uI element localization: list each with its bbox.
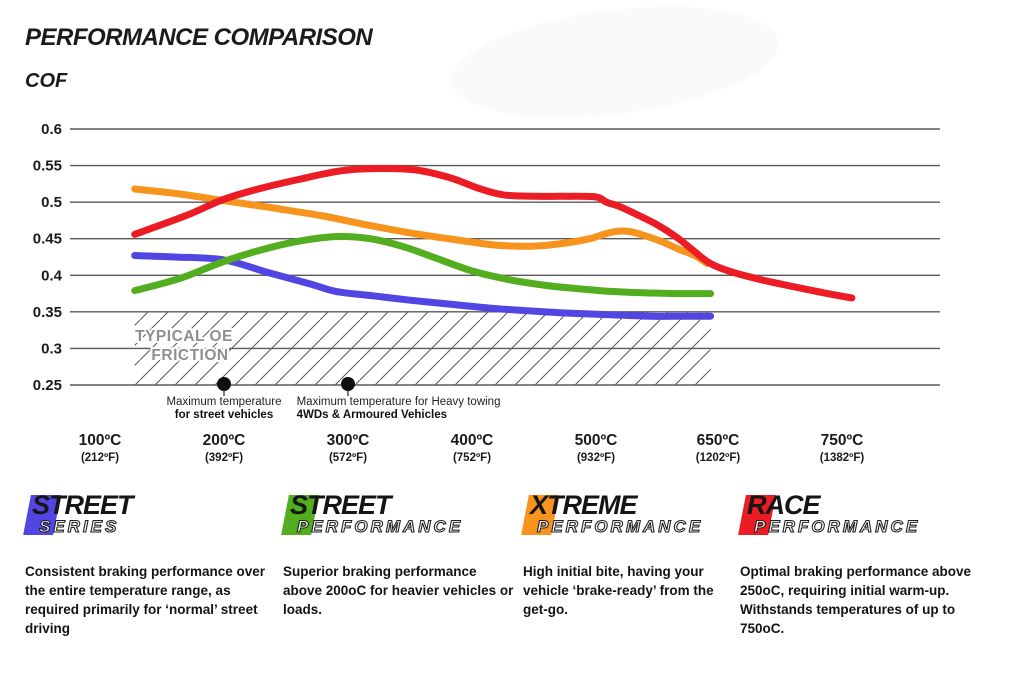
- x-tick-label-100c: 100ºC: [79, 432, 122, 449]
- race-performance-logo-word1: RACE: [747, 490, 821, 520]
- x-tick-sublabel-400c: (752ºF): [453, 452, 491, 464]
- street-series-description: Consistent braking performance over the …: [25, 563, 266, 636]
- background-watermark-swoosh: [451, 6, 779, 118]
- x-tick-label-650c: 650ºC: [697, 432, 740, 449]
- oe-band-label-line2: FRICTION: [151, 347, 228, 364]
- y-tick-label-0.5: 0.5: [41, 194, 62, 211]
- race-performance-description: Optimal braking performance above 250oC,…: [740, 563, 972, 636]
- x-tick-sublabel-750c: (1382ºF): [820, 452, 865, 464]
- x-tick-label-400c: 400ºC: [451, 432, 494, 449]
- x-tick-sublabel-650c: (1202ºF): [696, 452, 741, 464]
- x-tick-label-500c: 500ºC: [575, 432, 618, 449]
- marker-label-1-line1: Maximum temperature: [166, 396, 281, 408]
- y-axis-title: COF: [25, 70, 68, 92]
- series-curve-street-series: [131, 252, 715, 320]
- oe-band-label-line1: TYPICAL OE: [135, 328, 233, 345]
- marker-dot-1: [217, 377, 231, 391]
- y-tick-label-0.55: 0.55: [33, 158, 62, 175]
- legend-item-street-performance: STREET PERFORMANCE: [281, 490, 464, 542]
- street-series-logo-word1: STREET: [32, 490, 134, 520]
- marker-label-2-line1: Maximum temperature for Heavy towing: [297, 396, 501, 408]
- race-performance-logo: RACE PERFORMANCE: [738, 490, 921, 542]
- street-performance-logo-word1: STREET: [290, 490, 392, 520]
- xtreme-performance-description: High initial bite, having your vehicle ‘…: [523, 563, 714, 617]
- street-series-logo-word2: SERIES: [38, 517, 120, 536]
- xtreme-performance-logo-word1: XTREME: [530, 490, 638, 520]
- marker-dot-2: [341, 377, 355, 391]
- page-title: PERFORMANCE COMPARISON: [25, 24, 373, 51]
- y-tick-label-0.25: 0.25: [33, 377, 62, 394]
- x-tick-sublabel-100c: (212ºF): [81, 452, 119, 464]
- y-tick-label-0.45: 0.45: [33, 231, 62, 248]
- street-series-logo: STREET SERIES: [23, 490, 134, 542]
- typical-oe-friction-band: [134, 311, 711, 385]
- x-tick-sublabel-300c: (572ºF): [329, 452, 367, 464]
- x-tick-sublabel-200c: (392ºF): [205, 452, 243, 464]
- x-tick-sublabel-500c: (932ºF): [577, 452, 615, 464]
- y-tick-label-0.6: 0.6: [41, 121, 62, 138]
- y-tick-label-0.3: 0.3: [41, 340, 62, 357]
- street-performance-logo: STREET PERFORMANCE: [281, 490, 464, 542]
- legend-item-xtreme-performance: XTREME PERFORMANCE: [521, 490, 704, 542]
- xtreme-performance-logo-word2: PERFORMANCE: [536, 517, 704, 536]
- series-curve-xtreme-performance: [131, 185, 711, 268]
- series-curve-street-performance: [131, 232, 715, 298]
- y-tick-label-0.4: 0.4: [41, 267, 63, 284]
- legend-item-street-series: STREET SERIES: [23, 490, 134, 542]
- marker-label-1-line2: for street vehicles: [175, 409, 273, 421]
- y-tick-label-0.35: 0.35: [33, 304, 62, 321]
- x-tick-label-300c: 300ºC: [327, 432, 370, 449]
- x-tick-label-200c: 200ºC: [203, 432, 246, 449]
- xtreme-performance-logo: XTREME PERFORMANCE: [521, 490, 704, 542]
- street-performance-description: Superior braking performance above 200oC…: [283, 563, 514, 617]
- legend-item-race-performance: RACE PERFORMANCE: [738, 490, 921, 542]
- x-tick-label-750c: 750ºC: [821, 432, 864, 449]
- series-curve-race-performance: [131, 164, 856, 302]
- race-performance-logo-word2: PERFORMANCE: [753, 517, 921, 536]
- street-performance-logo-word2: PERFORMANCE: [296, 517, 464, 536]
- marker-label-2-line2: 4WDs & Armoured Vehicles: [297, 409, 447, 421]
